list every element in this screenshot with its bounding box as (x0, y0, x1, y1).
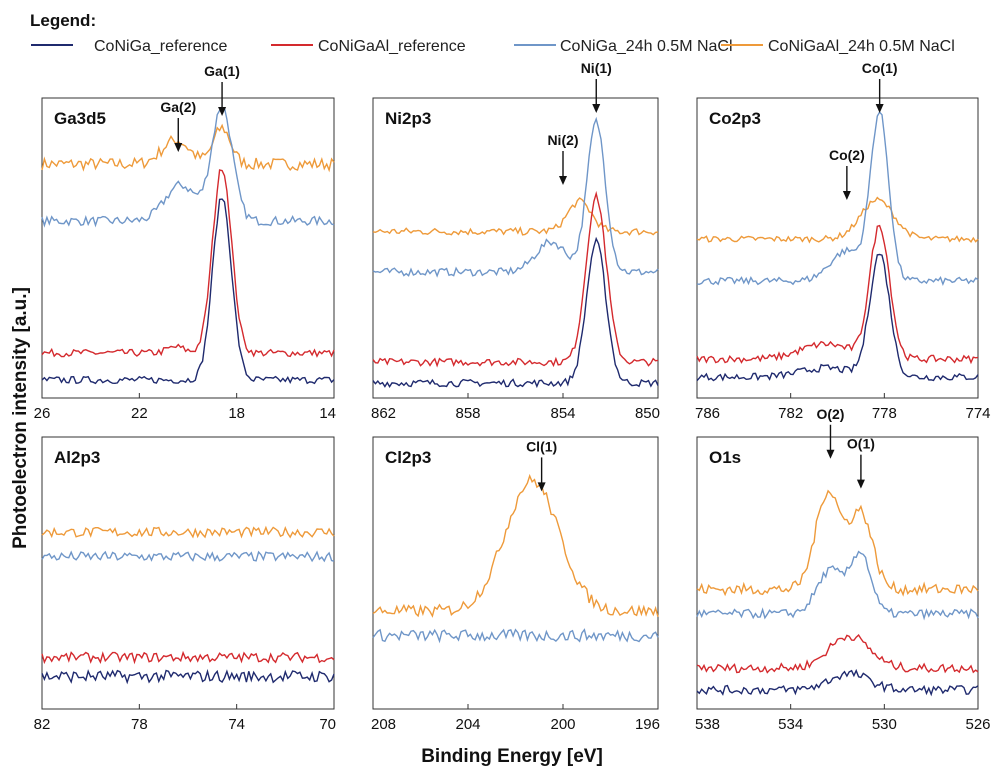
x-tick-label: 18 (228, 405, 245, 422)
series-CoNiGaAl_reference-Al2p3 (41, 650, 335, 665)
series-CoNiGaAl_24h-Co2p3 (696, 196, 979, 244)
x-tick-label: 78 (131, 716, 148, 733)
panel-title-Ni2p3: Ni2p3 (385, 109, 431, 128)
peak-arrow-head (537, 482, 546, 492)
x-tick-label: 534 (778, 716, 803, 733)
x-tick-label: 850 (635, 405, 660, 422)
series-CoNiGa_24h-Cl2p3 (372, 628, 659, 644)
panel-frame (696, 97, 979, 399)
x-tick-label: 196 (635, 716, 660, 733)
y-axis-title: Photoelectron intensity [a.u.] (10, 287, 31, 549)
x-tick-label: 204 (455, 716, 480, 733)
panel-title-O1s: O1s (709, 448, 741, 467)
series-CoNiGa_24h-O1s (696, 550, 979, 621)
series-CoNiGa_reference-Co2p3 (696, 253, 979, 382)
x-tick-label: 14 (319, 405, 336, 422)
panels: Ga3d5 Ga(2) Ga(1) 26 22 18 14 Ni2p3 Ni(2) Ni(1) 86… (34, 60, 991, 733)
series-CoNiGaAl_24h-O1s (696, 489, 979, 597)
series-CoNiGa_24h-Al2p3 (41, 550, 335, 563)
x-tick-label: 526 (965, 716, 990, 733)
legend-title: Legend: (30, 11, 96, 30)
panel-Co2p3: Co2p3 Co(2) Co(1) 786 782 778 774 (695, 60, 991, 422)
series-CoNiGa_reference-Ni2p3 (372, 236, 659, 389)
x-tick-label: 82 (34, 716, 51, 733)
series-CoNiGaAl_reference-Co2p3 (696, 224, 979, 365)
peak-label-Ga(2): Ga(2) (160, 99, 196, 115)
panel-title-Co2p3: Co2p3 (709, 109, 761, 128)
x-tick-label: 862 (371, 405, 396, 422)
panel-O1s: O1s O(2)O(1) 538 534 530 526 (695, 406, 991, 733)
legend-label-CoNiGa_24h: CoNiGa_24h 0.5M NaCl (560, 38, 733, 55)
x-tick-label: 74 (228, 716, 245, 733)
series-CoNiGaAl_reference-O1s (696, 634, 979, 674)
series-CoNiGa_24h-Ga3d5 (41, 107, 335, 228)
legend-label-CoNiGa_reference: CoNiGa_reference (94, 38, 228, 55)
x-tick-label: 538 (695, 716, 720, 733)
peak-arrow-head (559, 176, 567, 185)
peak-label-Co(2): Co(2) (829, 147, 865, 163)
panel-title-Al2p3: Al2p3 (54, 448, 100, 467)
legend: Legend: CoNiGa_reference CoNiGaAl_referen… (30, 11, 955, 55)
panel-Al2p3: Al2p3 82 78 74 70 (34, 436, 336, 733)
series-CoNiGaAl_24h-Ni2p3 (372, 197, 659, 236)
x-tick-label: 782 (778, 405, 803, 422)
peak-label-Co(1): Co(1) (862, 60, 898, 76)
x-tick-label: 208 (371, 716, 396, 733)
peak-label-Ni(1): Ni(1) (581, 60, 612, 76)
peak-arrow-head (826, 449, 835, 459)
peak-label-O(1): O(1) (847, 436, 875, 452)
series-CoNiGa_24h-Co2p3 (696, 111, 979, 287)
panel-Ni2p3: Ni2p3 Ni(2) Ni(1) 862 858 854 850 (371, 60, 660, 422)
series-CoNiGaAl_24h-Al2p3 (41, 525, 335, 539)
series-CoNiGa_24h-Ni2p3 (372, 116, 659, 278)
series-CoNiGaAl_24h-Ga3d5 (41, 123, 335, 173)
panel-Ga3d5: Ga3d5 Ga(2) Ga(1) 26 22 18 14 (34, 63, 336, 422)
x-tick-label: 778 (872, 405, 897, 422)
x-tick-label: 200 (550, 716, 575, 733)
panel-title-Ga3d5: Ga3d5 (54, 109, 106, 128)
series-CoNiGaAl_24h-Cl2p3 (372, 473, 659, 618)
series-CoNiGa_reference-Ga3d5 (41, 198, 335, 385)
panel-frame (696, 436, 979, 710)
peak-arrow-head (592, 104, 601, 113)
x-tick-label: 774 (965, 405, 990, 422)
series-CoNiGaAl_reference-Ga3d5 (41, 169, 335, 358)
peak-label-Ni(2): Ni(2) (547, 132, 578, 148)
legend-label-CoNiGaAl_reference: CoNiGaAl_reference (318, 38, 466, 55)
peak-arrow-head (842, 191, 851, 200)
peak-label-Cl(1): Cl(1) (526, 438, 557, 454)
peak-label-Ga(1): Ga(1) (204, 63, 240, 79)
series-CoNiGa_reference-Al2p3 (41, 668, 335, 685)
peak-arrow-head (218, 107, 227, 116)
peak-arrow-head (856, 479, 865, 489)
series-CoNiGaAl_reference-Ni2p3 (372, 190, 659, 368)
panel-frame (372, 97, 659, 399)
x-tick-label: 786 (695, 405, 720, 422)
x-axis-title: Binding Energy [eV] (421, 746, 603, 767)
panel-title-Cl2p3: Cl2p3 (385, 448, 431, 467)
legend-label-CoNiGaAl_24h: CoNiGaAl_24h 0.5M NaCl (768, 38, 955, 55)
x-tick-label: 70 (319, 716, 336, 733)
panel-frame (372, 436, 659, 710)
x-tick-label: 530 (872, 716, 897, 733)
panel-frame (41, 97, 335, 399)
x-tick-label: 22 (131, 405, 148, 422)
panel-Cl2p3: Cl2p3 Cl(1) 208 204 200 196 (371, 436, 660, 733)
panel-frame (41, 436, 335, 710)
peak-label-O(2): O(2) (816, 406, 844, 422)
x-tick-label: 854 (550, 405, 575, 422)
x-tick-label: 26 (34, 405, 51, 422)
x-tick-label: 858 (455, 405, 480, 422)
series-CoNiGa_reference-O1s (696, 668, 979, 697)
peak-arrow-head (875, 104, 884, 113)
peak-arrow-head (174, 143, 183, 152)
